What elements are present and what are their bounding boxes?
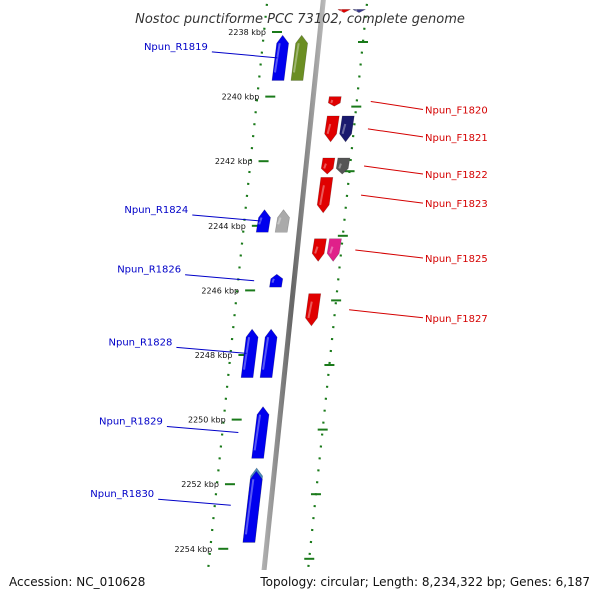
gene-label: Npun_R1829 xyxy=(99,417,163,428)
gene-label: Npun_F1822 xyxy=(425,170,488,181)
tick-label: 2254 kbp xyxy=(175,545,213,554)
gene-label-leader xyxy=(192,215,260,221)
gene-label-leader xyxy=(349,310,423,318)
gene-label: Npun_F1821 xyxy=(425,133,488,144)
gene-arrow xyxy=(260,329,277,377)
gene-label: Npun_R1828 xyxy=(108,337,172,348)
gene-label: Npun_F1820 xyxy=(425,105,488,116)
tick-label: 2246 kbp xyxy=(201,286,239,295)
gene-arrow xyxy=(340,116,355,142)
gene-arrow xyxy=(325,116,340,142)
gene-arrow xyxy=(321,158,335,174)
tick-label: 2250 kbp xyxy=(188,416,226,425)
gene-arrow xyxy=(305,294,320,326)
gene-label-leader xyxy=(368,129,423,137)
gene-arrow xyxy=(291,35,308,80)
gene-label-leader xyxy=(212,52,277,58)
tick-label: 2240 kbp xyxy=(222,93,260,102)
gene-label-leader xyxy=(185,275,254,281)
gene-label-leader xyxy=(361,195,423,203)
gene-label-leader xyxy=(167,427,238,433)
gene-arrow-highlight xyxy=(272,279,273,283)
tick-label: 2248 kbp xyxy=(195,351,233,360)
gene-arrow-highlight xyxy=(331,100,332,103)
gene-label: Npun_F1827 xyxy=(425,314,488,325)
gene-arrow xyxy=(328,97,341,107)
gene-arrow xyxy=(269,274,282,287)
accession-text: Accession: NC_010628 xyxy=(9,575,145,589)
gene-label: Npun_R1819 xyxy=(144,42,208,53)
tick-label: 2242 kbp xyxy=(215,157,253,166)
gene-label: Npun_F1823 xyxy=(425,199,488,210)
gene-arrow xyxy=(317,177,333,213)
gene-arrow xyxy=(312,239,326,262)
tick-label: 2244 kbp xyxy=(208,222,246,231)
gene-label-leader xyxy=(158,499,231,505)
genome-summary-text: Topology: circular; Length: 8,234,322 bp… xyxy=(259,575,590,589)
gene-labels: Npun_R1819 Npun_F1820 Npun_F1821 Npun_F1822… xyxy=(81,42,488,586)
gene-arrow xyxy=(275,210,289,233)
gene-arrow xyxy=(327,239,341,262)
gene-label-leader xyxy=(364,166,423,174)
gene-label-leader xyxy=(371,101,423,109)
gene-arrow xyxy=(252,407,269,459)
gene-label: Npun_R1824 xyxy=(124,205,188,216)
gene-label: Npun_R1830 xyxy=(90,489,154,500)
tick-label: 2252 kbp xyxy=(181,480,219,489)
left-dotted-guide xyxy=(203,0,270,600)
gene-label: Npun_R1826 xyxy=(117,265,181,276)
gene-label-leader xyxy=(355,250,423,258)
gene-label: Npun_F1825 xyxy=(425,254,488,265)
tick-guides xyxy=(203,0,370,600)
tick-label: 2238 kbp xyxy=(228,28,266,37)
map-title: Nostoc punctiforme PCC 73102, complete g… xyxy=(135,12,465,27)
